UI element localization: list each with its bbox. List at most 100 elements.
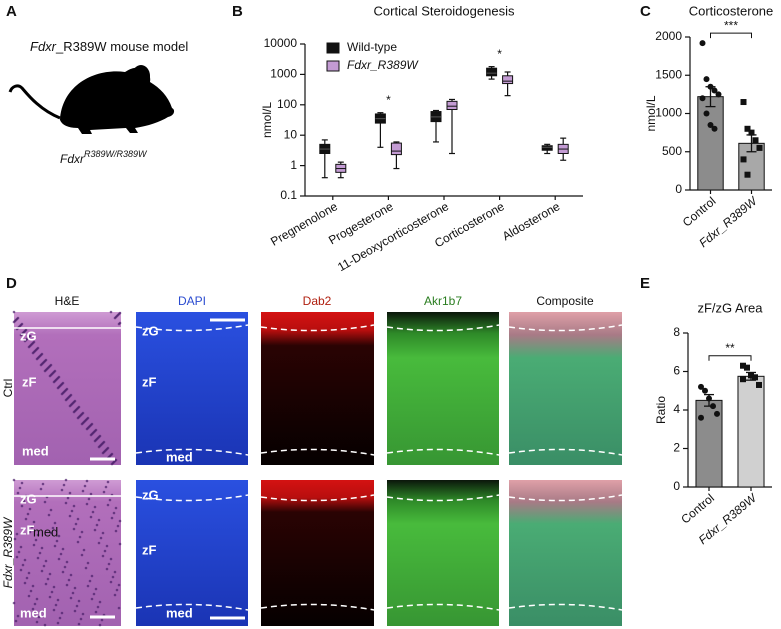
nucleus (19, 568, 23, 572)
nucleus (104, 485, 108, 489)
y-tick-label: 1000 (655, 106, 682, 120)
chart-title: zF/zG Area (697, 300, 763, 315)
micrograph (136, 312, 248, 465)
zone-label: med (22, 443, 49, 458)
zone-label: med (20, 605, 47, 620)
y-tick-label: 1 (290, 158, 297, 172)
nucleus (61, 547, 65, 551)
nucleus (64, 478, 68, 482)
nucleus (22, 499, 26, 503)
zone-boundary (260, 603, 375, 611)
data-point (744, 171, 751, 178)
nucleus (84, 566, 88, 570)
y-tick-label: 0 (675, 182, 682, 196)
nucleus (39, 487, 43, 491)
zone-boundary (508, 603, 623, 611)
column-header: Dab2 (303, 294, 332, 308)
nucleus (43, 623, 47, 627)
y-tick-label: 2 (673, 441, 680, 455)
mouse-silhouette (8, 65, 175, 134)
panel-d: H&E DAPI Dab2 Akr1b7 Composite Ctrl Fdxr… (1, 294, 594, 588)
data-point (715, 91, 722, 98)
nucleus (118, 542, 122, 546)
nucleus (93, 505, 97, 509)
zone-boundary (386, 448, 500, 456)
nucleus (17, 550, 21, 554)
box (502, 75, 514, 85)
nucleus (30, 525, 34, 529)
bar (737, 375, 765, 488)
nucleus (71, 591, 75, 595)
nucleus (80, 553, 84, 557)
y-axis-label: nmol/L (260, 102, 274, 138)
nucleus (80, 530, 84, 534)
gene: Fdxr (30, 39, 57, 54)
nucleus (16, 491, 20, 495)
nucleus (97, 445, 101, 449)
nucleus (91, 510, 95, 514)
nucleus (19, 545, 23, 549)
nucleus (13, 537, 17, 541)
nucleus (112, 511, 116, 515)
nucleus (109, 557, 113, 561)
nucleus (106, 503, 110, 507)
data-point (756, 144, 763, 151)
legend-label: Wild-type (347, 40, 397, 54)
significance: *** (724, 18, 738, 32)
nucleus (118, 519, 122, 523)
nucleus (56, 386, 60, 390)
gene: Fdxr (60, 152, 85, 166)
data-point (740, 362, 746, 369)
nucleus (90, 597, 94, 601)
nucleus (85, 479, 89, 483)
nucleus (15, 532, 19, 536)
data-point (740, 156, 747, 163)
nucleus (80, 422, 84, 426)
genotype: FdxrR389W/R389W (60, 149, 148, 166)
nucleus (87, 497, 91, 501)
panel-letter: E (640, 275, 650, 292)
zone-boundary (386, 494, 500, 502)
zone-boundary (135, 494, 249, 502)
nucleus (68, 514, 72, 518)
data-point (703, 76, 710, 83)
data-point (699, 95, 706, 102)
nucleus (37, 615, 41, 619)
nucleus (101, 531, 105, 535)
column-header: H&E (55, 294, 80, 308)
nucleus (42, 564, 46, 568)
nucleus (23, 558, 27, 562)
nucleus (31, 351, 35, 355)
data-point (756, 381, 762, 388)
data-point (707, 83, 714, 90)
micrograph (387, 480, 499, 626)
nucleus (82, 548, 86, 552)
zone-label: med (166, 449, 193, 464)
nucleus (68, 404, 72, 408)
zone-label: zG (142, 323, 159, 338)
zone-boundary (260, 448, 375, 456)
y-tick-label: 0.1 (280, 188, 297, 202)
bar (697, 96, 724, 191)
nucleus (49, 531, 53, 535)
nucleus (15, 555, 19, 559)
nucleus (117, 583, 121, 587)
nucleus (49, 508, 53, 512)
nucleus (105, 567, 109, 571)
nucleus (27, 594, 31, 598)
nucleus (48, 572, 52, 576)
zone-label: zF (20, 522, 35, 537)
nucleus (113, 570, 117, 574)
nucleus (114, 529, 118, 533)
data-point (711, 87, 718, 94)
nucleus (113, 593, 117, 597)
nucleus (21, 563, 25, 567)
zone-boundary (135, 603, 249, 611)
micrograph (261, 480, 374, 626)
nucleus (77, 622, 81, 626)
nucleus (109, 310, 113, 314)
nucleus (83, 484, 87, 488)
nucleus (55, 539, 59, 543)
legend-label: Fdxr_R389W (347, 58, 419, 72)
